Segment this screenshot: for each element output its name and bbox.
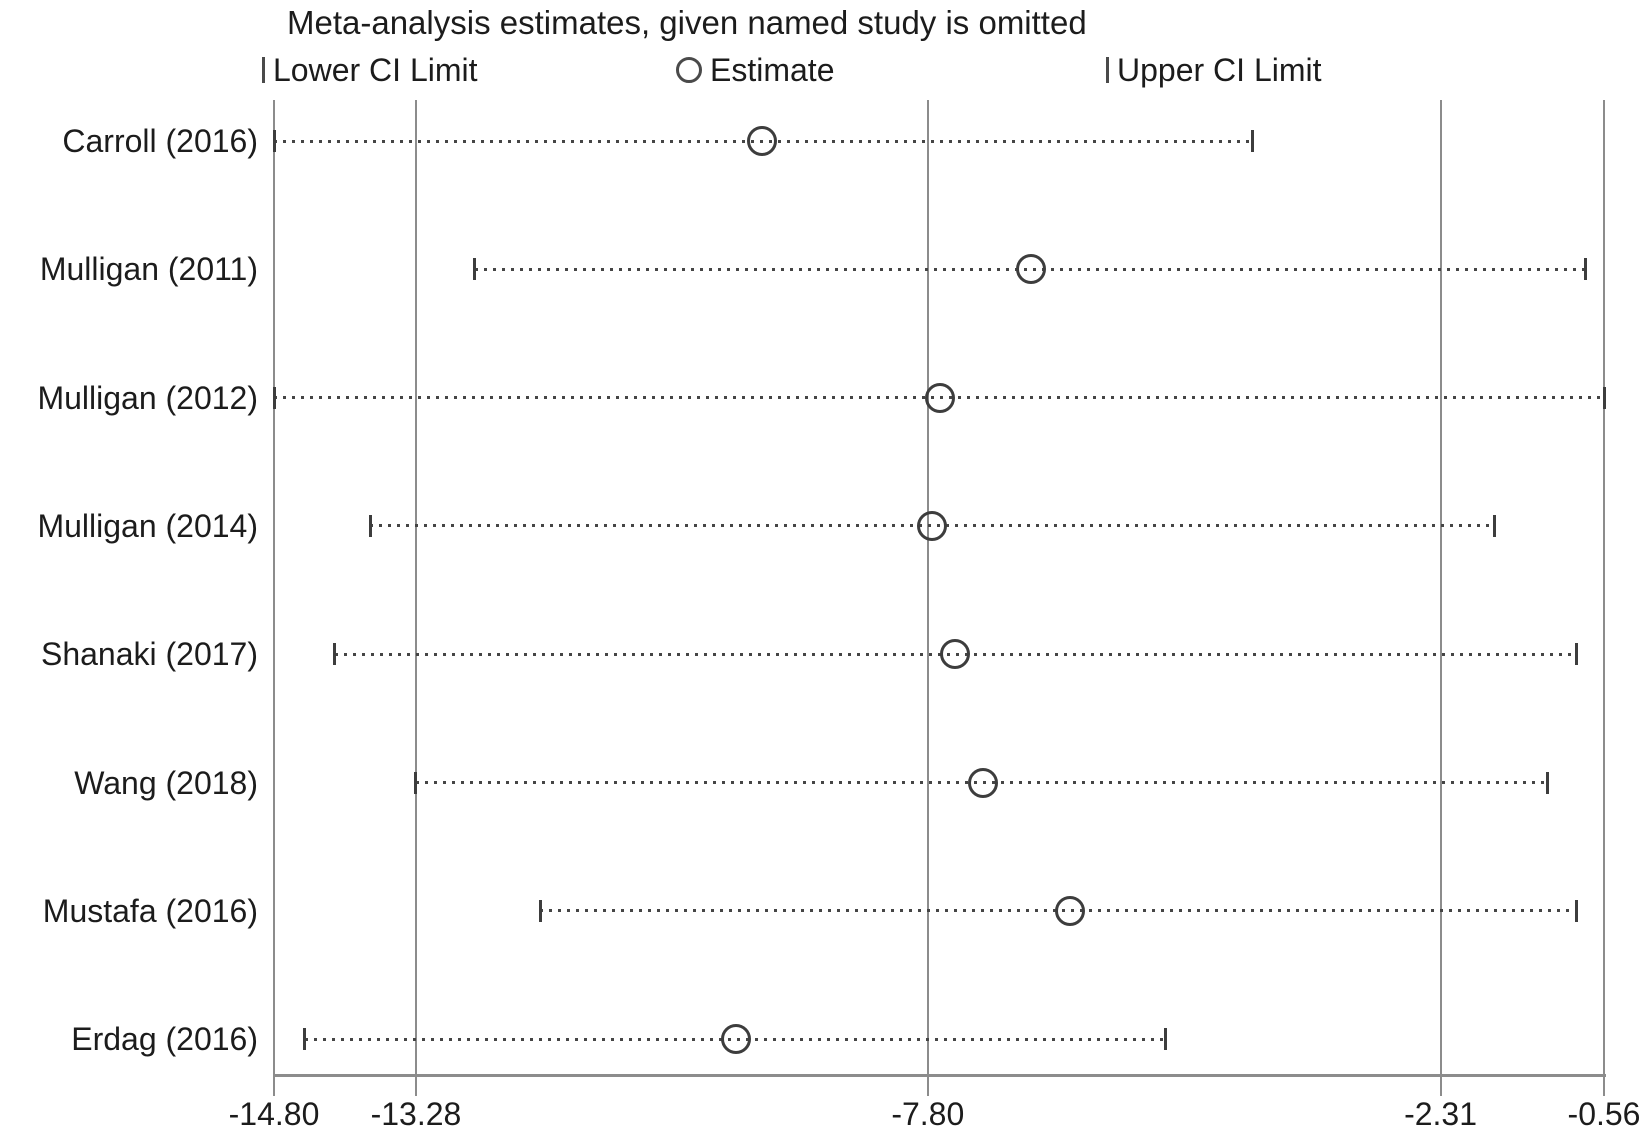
- study-label: Shanaki (2017): [40, 636, 258, 673]
- upper-ci-tick-icon: [1106, 57, 1109, 83]
- gridline: [1439, 100, 1442, 1075]
- lower-ci-tick: [272, 130, 276, 152]
- upper-ci-tick: [1575, 899, 1579, 922]
- gridline: [414, 100, 417, 1075]
- lower-ci-tick: [272, 386, 276, 409]
- x-axis-line: [273, 1074, 1606, 1077]
- x-axis-tick-label: -7.80: [891, 1096, 965, 1132]
- study-label: Carroll (2016): [62, 123, 258, 159]
- estimate-marker: [924, 382, 955, 413]
- lower-ci-tick: [333, 643, 337, 666]
- legend-item-lower-ci: Lower CI Limit: [262, 52, 478, 88]
- lower-ci-tick: [473, 258, 477, 281]
- lower-ci-tick: [303, 1028, 307, 1051]
- study-label: Erdag (2016): [71, 1021, 258, 1058]
- x-axis-tick-label: -14.80: [228, 1096, 320, 1132]
- estimate-marker: [746, 126, 777, 156]
- legend-label-estimate: Estimate: [710, 51, 835, 88]
- lower-ci-tick-icon: [262, 57, 265, 83]
- x-axis-tick: [1439, 1077, 1442, 1096]
- study-label: Wang (2018): [74, 764, 258, 801]
- gridline: [273, 100, 275, 1075]
- estimate-marker: [939, 639, 970, 670]
- study-label: Mulligan (2014): [37, 507, 258, 544]
- estimate-marker: [721, 1024, 752, 1055]
- lower-ci-tick: [538, 899, 542, 922]
- x-axis-tick: [273, 1077, 275, 1096]
- upper-ci-tick: [1493, 514, 1497, 537]
- upper-ci-tick: [1164, 1028, 1168, 1051]
- x-axis-tick: [926, 1077, 929, 1096]
- upper-ci-tick: [1602, 386, 1606, 409]
- upper-ci-tick: [1251, 130, 1255, 152]
- x-axis-tick-label: -0.56: [1567, 1096, 1641, 1132]
- x-axis-tick: [414, 1077, 417, 1096]
- estimate-circle-icon: [676, 57, 702, 83]
- upper-ci-tick: [1575, 643, 1579, 666]
- study-label: Mustafa (2016): [42, 892, 258, 929]
- x-axis-tick-label: -2.31: [1404, 1096, 1478, 1132]
- legend-item-estimate: Estimate: [676, 52, 834, 88]
- estimate-marker: [916, 510, 947, 541]
- legend-item-upper-ci: Upper CI Limit: [1106, 52, 1322, 88]
- study-label: Mulligan (2012): [37, 379, 258, 416]
- x-axis-tick: [1603, 1077, 1605, 1096]
- x-axis-tick-label: -13.28: [370, 1096, 462, 1132]
- gridline: [1603, 100, 1605, 1075]
- lower-ci-tick: [368, 514, 372, 537]
- study-label: Mulligan (2011): [39, 251, 258, 288]
- lower-ci-tick: [414, 771, 418, 794]
- upper-ci-tick: [1545, 771, 1549, 794]
- estimate-marker: [967, 767, 998, 798]
- upper-ci-tick: [1583, 258, 1587, 281]
- estimate-marker: [1054, 895, 1085, 926]
- chart-title: Meta-analysis estimates, given named stu…: [287, 4, 1087, 41]
- estimate-marker: [1016, 254, 1047, 285]
- gridline: [926, 100, 929, 1075]
- legend-label-upper-ci: Upper CI Limit: [1117, 51, 1322, 88]
- legend-label-lower-ci: Lower CI Limit: [273, 51, 478, 88]
